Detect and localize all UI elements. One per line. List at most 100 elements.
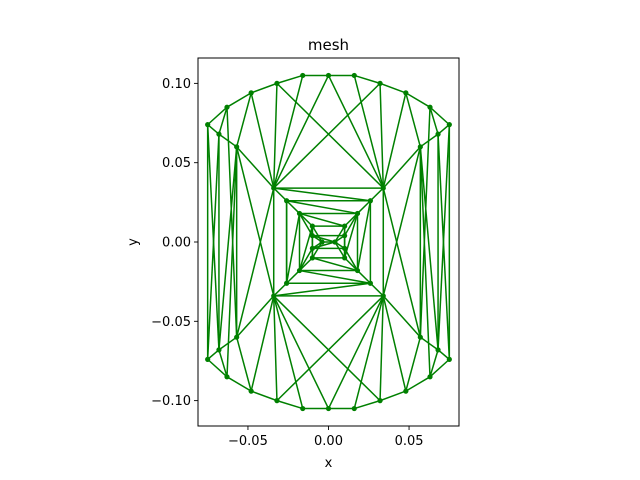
mesh-edge [286,200,301,214]
mesh-node [417,334,423,340]
mesh-node [351,72,357,79]
mesh-edge [236,295,275,338]
mesh-node [216,347,222,353]
mesh-edge [379,82,407,94]
mesh-edge [272,295,304,409]
mesh-edge [218,349,228,378]
mesh-edge [273,82,381,189]
mesh-edge [311,241,323,259]
mesh-edge [312,241,336,250]
mesh-edge [298,212,313,227]
mesh-edge [437,134,451,360]
mesh-node [205,356,211,362]
mesh-edge [250,82,278,94]
mesh-node [300,72,306,79]
mesh-edge [354,74,381,85]
mesh-edge [272,295,278,401]
mesh-node [300,405,306,412]
mesh-edge [344,257,359,272]
mesh-edge [353,75,385,189]
mesh-edge [298,257,313,272]
mesh-edge [343,213,359,259]
mesh-edge [226,376,252,392]
mesh-node [309,255,315,261]
mesh-edge [235,336,252,392]
mesh-edge [276,82,384,189]
mesh-node [367,198,373,204]
mesh-node [224,374,230,380]
mesh-edge [354,399,381,410]
mesh-edge [382,146,422,297]
y-tick-label: 0.00 [162,236,191,251]
mesh-edge [327,295,384,409]
mesh-node [427,374,433,380]
mesh-edge [405,92,431,108]
chart-title: mesh [308,36,349,54]
mesh-node [435,347,441,353]
mesh-node [403,90,409,96]
mesh-node [274,80,280,86]
mesh-node [284,198,290,204]
mesh-edge [273,295,381,402]
mesh-edge [226,107,238,338]
mesh-edge [286,270,301,284]
mesh-edge [298,247,314,271]
mesh-edge [405,336,422,392]
mesh-edge [311,225,323,243]
mesh-edge [379,83,385,189]
mesh-edge [334,225,346,243]
mesh-edge [226,146,238,377]
mesh-node [342,223,348,229]
mesh-edge [299,212,345,227]
mesh-node [367,280,373,286]
mesh-edge [356,270,371,284]
mesh-edge [273,295,330,409]
mesh-edge [382,295,407,392]
mesh-node [319,239,325,245]
mesh-edge [382,295,421,338]
x-ticks: −0.05 0.00 0.05 [228,426,424,449]
mesh-edge [419,146,431,377]
mesh-edge [235,187,275,338]
mesh-node [274,398,280,404]
mesh-node [446,356,452,362]
mesh-node [427,104,433,110]
mesh-node [248,388,254,394]
mesh-node [234,334,240,340]
mesh-node [380,185,386,191]
mesh-edge [405,92,422,148]
x-tick-label: 0.05 [395,434,424,449]
mesh-node [224,104,230,110]
mesh-node [417,144,423,150]
mesh-node [248,90,254,96]
mesh-edge [273,282,288,297]
mesh-node [342,245,348,251]
mesh-node [205,122,211,128]
mesh-edge [312,257,358,272]
mesh-node [309,223,315,229]
mesh-node [403,388,409,394]
y-tick-label: 0.05 [162,156,191,171]
mesh-edge [312,234,336,243]
mesh-edge [343,213,359,237]
mesh-edge [250,295,275,392]
mesh-edge [353,295,385,409]
mesh-edge [273,75,330,189]
mesh-edge [276,399,303,410]
mesh-edge [429,106,439,135]
mesh-edge [334,241,346,259]
mesh-edge [369,187,384,202]
mesh-edge [236,146,275,189]
mesh-node [271,185,277,191]
mesh-edge [344,212,359,227]
mesh-node [234,144,240,150]
mesh-edge [286,200,358,215]
mesh-node [332,239,338,245]
mesh-node [325,72,332,79]
mesh-node [377,398,383,404]
mesh-points [205,72,452,412]
mesh-edge [272,75,304,189]
mesh-edge [429,358,450,378]
mesh-edge [379,295,385,401]
